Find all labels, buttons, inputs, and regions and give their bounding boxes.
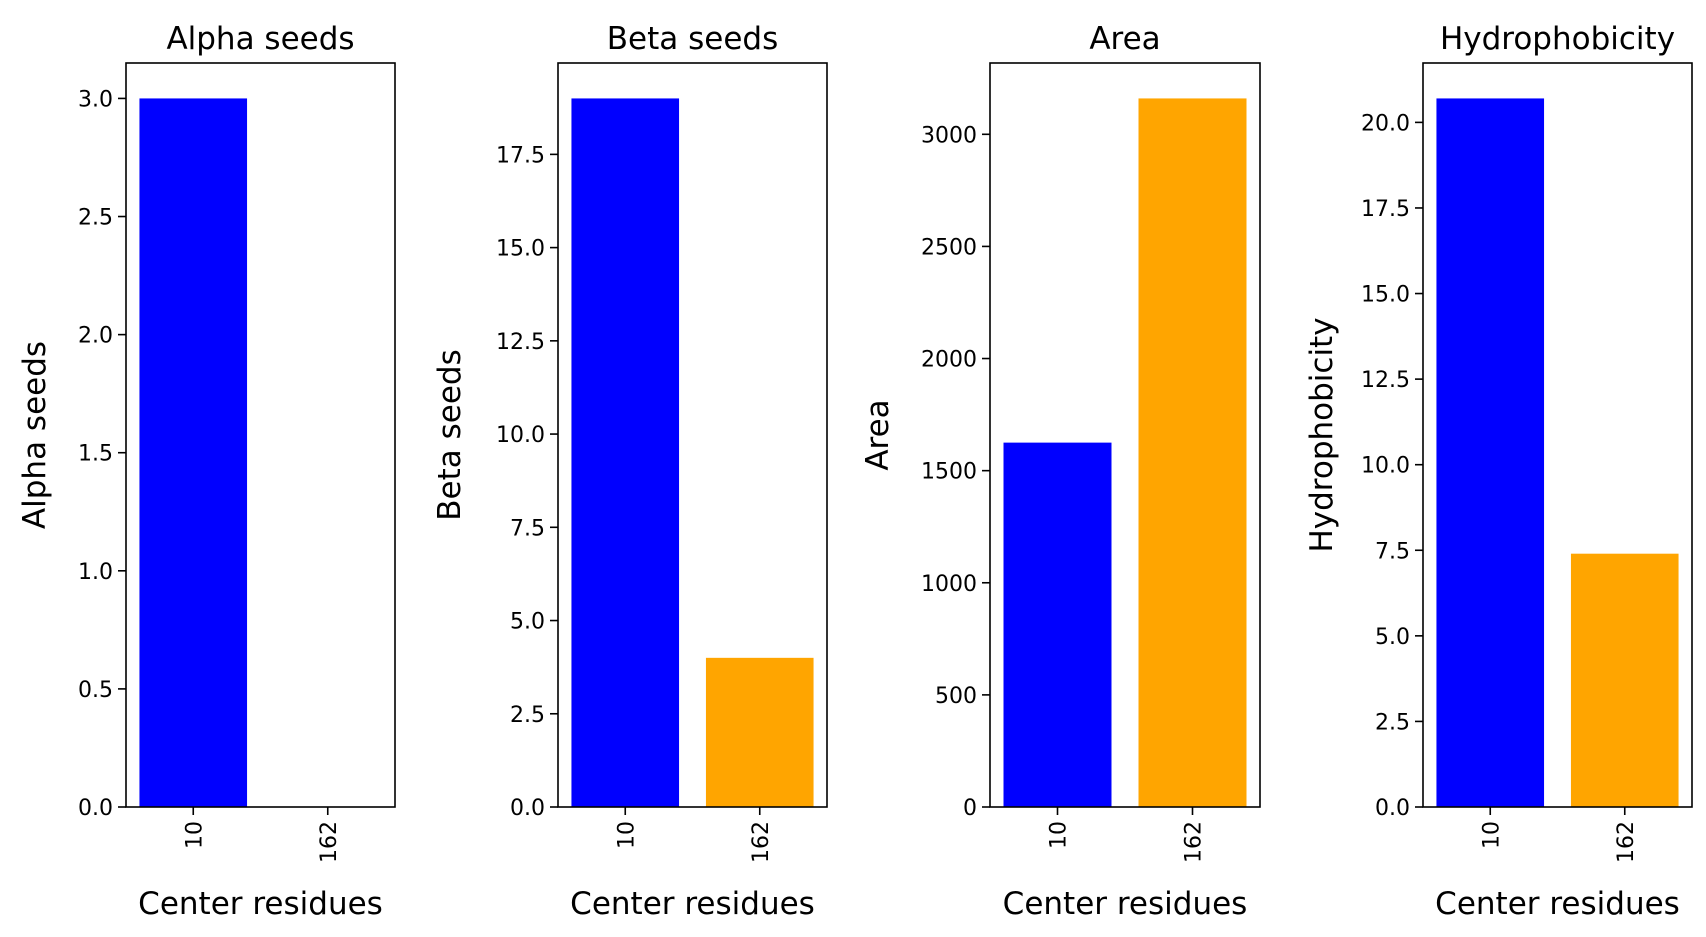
y-tick-label: 5.0 bbox=[1375, 625, 1410, 650]
x-tick-label: 162 bbox=[749, 821, 774, 863]
y-tick-label: 3.0 bbox=[78, 87, 113, 112]
y-axis-label: Alpha seeds bbox=[17, 341, 53, 529]
x-axis-label: Center residues bbox=[1003, 886, 1248, 922]
x-tick-label: 162 bbox=[1614, 821, 1639, 863]
y-tick-label: 1000 bbox=[921, 572, 977, 597]
y-tick-label: 500 bbox=[935, 684, 977, 709]
y-tick-label: 2.5 bbox=[1375, 710, 1410, 735]
x-axis-label: Center residues bbox=[138, 886, 383, 922]
subplot-title: Alpha seeds bbox=[166, 21, 354, 57]
y-tick-label: 2.5 bbox=[78, 206, 113, 231]
y-tick-label: 17.5 bbox=[1361, 197, 1410, 222]
plot-frame bbox=[989, 62, 1261, 808]
y-tick-label: 20.0 bbox=[1361, 111, 1410, 136]
y-tick-label: 3000 bbox=[921, 123, 977, 148]
y-tick-label: 12.5 bbox=[1361, 368, 1410, 393]
y-axis-label: Hydrophobicity bbox=[1304, 317, 1340, 552]
subplot-title: Beta seeds bbox=[607, 21, 778, 57]
bar-10 bbox=[139, 98, 248, 808]
y-tick-label: 0.0 bbox=[510, 796, 545, 821]
y-tick-label: 1500 bbox=[921, 460, 977, 485]
bar-10 bbox=[571, 98, 680, 808]
y-tick-label: 2500 bbox=[921, 235, 977, 260]
y-tick-label: 17.5 bbox=[496, 143, 545, 168]
y-tick-label: 0.0 bbox=[78, 796, 113, 821]
y-tick-label: 15.0 bbox=[496, 237, 545, 262]
y-tick-label: 0.0 bbox=[1375, 796, 1410, 821]
y-tick-label: 2.0 bbox=[78, 324, 113, 349]
x-tick-label: 10 bbox=[1047, 821, 1072, 849]
plot-frame bbox=[125, 62, 396, 808]
bar-10 bbox=[1003, 442, 1112, 807]
x-tick-label: 162 bbox=[317, 821, 342, 863]
plot-frame bbox=[557, 62, 828, 808]
y-tick-label: 10.0 bbox=[496, 423, 545, 448]
plot-frame bbox=[1422, 62, 1693, 808]
subplot-1: 0.0 0.5 1.0 1.5 2.0 2.5 3.0 10 162 Alpha seeds Cen… bbox=[17, 21, 396, 922]
bar-162 bbox=[1138, 98, 1247, 808]
y-tick-label: 0.5 bbox=[78, 678, 113, 703]
y-tick-label: 7.5 bbox=[1375, 539, 1410, 564]
x-tick-label: 162 bbox=[1182, 821, 1207, 863]
subplot-2: 0.0 2.5 5.0 7.5 10.0 12.5 15.0 17.5 10 162 Beta se… bbox=[432, 21, 828, 922]
x-tick-label: 10 bbox=[614, 821, 639, 849]
y-tick-label: 1.0 bbox=[78, 560, 113, 585]
subplot-3: 0 500 1000 1500 2000 2500 3000 10 162 Area Center … bbox=[860, 21, 1261, 922]
subplot-title: Area bbox=[1089, 21, 1160, 57]
y-tick-label: 5.0 bbox=[510, 610, 545, 635]
y-axis-label: Beta seeds bbox=[432, 349, 468, 520]
bar-162 bbox=[1570, 553, 1679, 807]
x-axis-label: Center residues bbox=[570, 886, 815, 922]
y-axis-label: Area bbox=[860, 399, 896, 470]
y-tick-label: 2000 bbox=[921, 348, 977, 373]
x-axis-label: Center residues bbox=[1435, 886, 1680, 922]
bar-162 bbox=[705, 657, 814, 807]
y-tick-label: 1.5 bbox=[78, 442, 113, 467]
subplot-title: Hydrophobicity bbox=[1440, 21, 1675, 57]
x-tick-label: 10 bbox=[1479, 821, 1504, 849]
y-tick-label: 2.5 bbox=[510, 703, 545, 728]
subplot-4: 0.0 2.5 5.0 7.5 10.0 12.5 15.0 17.5 20.0 10 162 Hyd… bbox=[1304, 21, 1693, 922]
bar-10 bbox=[1436, 98, 1545, 808]
y-tick-label: 12.5 bbox=[496, 330, 545, 355]
x-tick-label: 10 bbox=[182, 821, 207, 849]
y-tick-label: 0 bbox=[963, 796, 977, 821]
y-tick-label: 15.0 bbox=[1361, 283, 1410, 308]
y-tick-label: 10.0 bbox=[1361, 454, 1410, 479]
y-tick-label: 7.5 bbox=[510, 516, 545, 541]
